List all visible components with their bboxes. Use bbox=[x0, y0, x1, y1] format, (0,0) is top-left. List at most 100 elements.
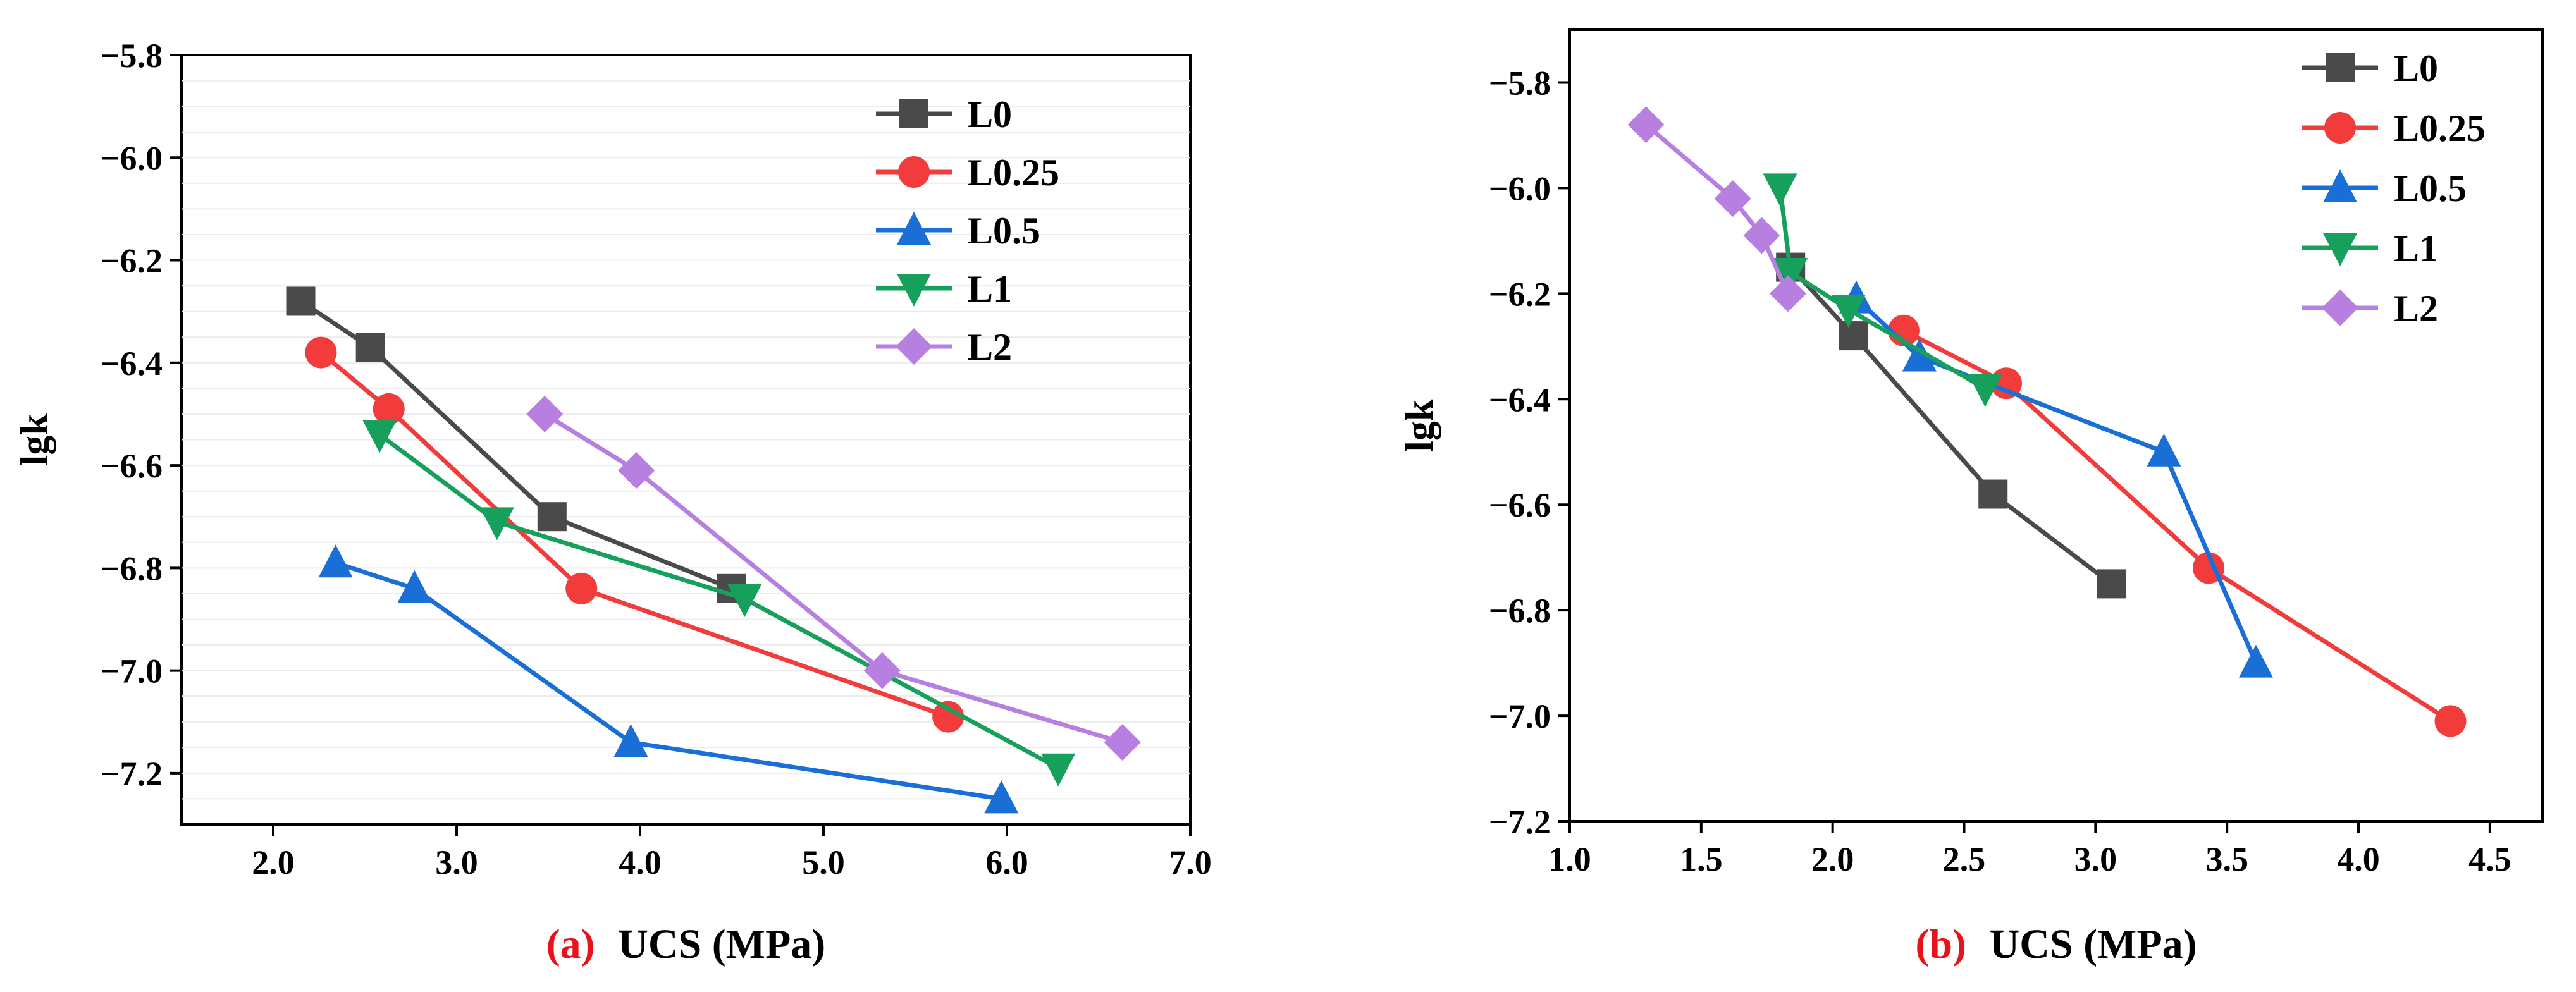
y-tick-label: −7.2 bbox=[101, 755, 163, 793]
series-l0-25 bbox=[305, 336, 964, 733]
x-axis-label-a: UCS (MPa) bbox=[618, 921, 825, 967]
series-l2 bbox=[526, 395, 1141, 761]
legend-item-l1: L1 bbox=[876, 268, 1012, 310]
data-point-l2 bbox=[618, 452, 655, 489]
series-line-l1 bbox=[1778, 187, 1987, 391]
legend-item-l0-5: L0.5 bbox=[2302, 168, 2467, 209]
legend-marker bbox=[2323, 169, 2357, 202]
data-point-l1 bbox=[1968, 374, 2002, 407]
x-tick-label: 5.0 bbox=[802, 843, 845, 881]
legend-item-l0-25: L0.25 bbox=[876, 152, 1059, 193]
legend-marker bbox=[2322, 290, 2358, 326]
x-tick-label: 3.0 bbox=[435, 843, 478, 881]
legend-marker bbox=[2324, 112, 2356, 144]
legend-label: L2 bbox=[2394, 288, 2438, 329]
series-line-l0 bbox=[1789, 266, 2113, 586]
data-point-l2 bbox=[1743, 217, 1780, 254]
legend-label: L0.25 bbox=[2394, 107, 2486, 149]
data-point-l0-5 bbox=[2238, 644, 2273, 678]
legend-label: L2 bbox=[968, 326, 1012, 368]
data-point-l0-25 bbox=[932, 701, 964, 733]
legend-label: L0 bbox=[2394, 47, 2438, 89]
data-point-l2 bbox=[1714, 180, 1751, 217]
data-point-l0-25 bbox=[565, 572, 598, 604]
x-tick-label: 6.0 bbox=[985, 843, 1028, 881]
data-point-l1 bbox=[1773, 257, 1808, 291]
series-group-a bbox=[286, 286, 1141, 814]
panel-letter-b: (b) bbox=[1915, 921, 1966, 967]
data-point-l0-5 bbox=[1902, 338, 1937, 372]
data-point-l1 bbox=[479, 507, 514, 541]
series-line-l0-25 bbox=[1902, 328, 2452, 723]
legend-marker bbox=[898, 156, 930, 188]
data-point-l2 bbox=[863, 652, 901, 689]
legend-label: L1 bbox=[968, 268, 1012, 310]
chart-panel-b: 1.0 1.5 2.0 2.5 3.0 3.5 4.0 4.5 −5.8 −6.0 −6.2 −6.… bbox=[1398, 28, 2544, 967]
y-tick-label: −7.2 bbox=[1489, 803, 1551, 841]
data-point-l0 bbox=[2097, 569, 2126, 599]
data-point-l0-5 bbox=[984, 780, 1019, 814]
x-tick-label: 2.0 bbox=[1811, 840, 1854, 878]
x-axis-ticks-b: 1.0 1.5 2.0 2.5 3.0 3.5 4.0 4.5 bbox=[1548, 821, 2511, 878]
legend-marker bbox=[2323, 233, 2357, 266]
x-tick-label: 4.5 bbox=[2468, 840, 2511, 878]
x-tick-label: 4.0 bbox=[2337, 840, 2380, 878]
chart-panel-a: 2.0 3.0 4.0 5.0 6.0 7.0 −5.8−6.0−6.2−6.4−6.6−… bbox=[13, 37, 1212, 967]
legend-item-l0: L0 bbox=[876, 94, 1012, 135]
plot-frame-b bbox=[1568, 28, 2544, 823]
data-point-l0-25 bbox=[2434, 705, 2467, 737]
legend-label: L0.5 bbox=[2394, 168, 2467, 209]
data-point-l1 bbox=[1763, 173, 1797, 207]
legend-label: L0 bbox=[968, 94, 1012, 135]
data-point-l2 bbox=[526, 395, 564, 432]
y-tick-label: −7.0 bbox=[101, 652, 163, 690]
series-group-b bbox=[1627, 106, 2467, 737]
legend-b: L0 L0.25 L0.5 L1 L2 bbox=[2302, 47, 2486, 329]
data-point-l0 bbox=[537, 502, 567, 532]
x-tick-label: 1.0 bbox=[1548, 840, 1591, 878]
data-point-l2 bbox=[1104, 724, 1141, 761]
legend-item-l0: L0 bbox=[2302, 47, 2438, 89]
data-point-l0-5 bbox=[2147, 433, 2181, 467]
data-point-l0 bbox=[355, 333, 385, 362]
x-axis-label-b: UCS (MPa) bbox=[1990, 921, 2197, 967]
y-axis-label-b: lgk bbox=[1398, 399, 1441, 451]
x-axis-ticks-a: 2.0 3.0 4.0 5.0 6.0 7.0 bbox=[252, 824, 1212, 881]
data-point-l0 bbox=[1978, 479, 2008, 509]
data-point-l1 bbox=[362, 420, 397, 453]
y-tick-label: −5.8 bbox=[101, 37, 163, 75]
x-tick-label: 2.0 bbox=[252, 843, 295, 881]
y-axis-ticks-b: −5.8 −6.0 −6.2 −6.4 −6.6 −6.8 −7.0 −7.2 bbox=[1489, 64, 1570, 841]
data-point-l0-25 bbox=[305, 336, 337, 369]
y-tick-label: −6.8 bbox=[101, 549, 163, 587]
data-point-l0-5 bbox=[318, 544, 353, 578]
y-tick-label: −6.6 bbox=[1489, 486, 1551, 524]
y-tick-label: −6.0 bbox=[1489, 169, 1551, 207]
y-tick-label: −6.4 bbox=[1489, 381, 1551, 419]
series-l0-5 bbox=[318, 544, 1019, 814]
x-tick-label: 7.0 bbox=[1169, 843, 1212, 881]
x-tick-label: 4.0 bbox=[619, 843, 662, 881]
x-tick-label: 3.0 bbox=[2074, 840, 2117, 878]
series-line-l0-5 bbox=[335, 560, 1002, 801]
series-l1 bbox=[1763, 173, 2002, 407]
series-line-l2 bbox=[1644, 123, 1790, 295]
data-point-l0-25 bbox=[373, 393, 405, 425]
y-tick-label: −6.4 bbox=[101, 345, 163, 383]
x-tick-label: 1.5 bbox=[1680, 840, 1723, 878]
y-axis-label-a: lgk bbox=[13, 413, 56, 466]
legend-label: L1 bbox=[2394, 228, 2438, 269]
x-axis-caption-a: (a) UCS (MPa) bbox=[546, 921, 826, 967]
legend-marker bbox=[897, 274, 931, 307]
y-tick-label: −6.0 bbox=[101, 139, 163, 177]
panel-letter-a: (a) bbox=[546, 921, 595, 967]
series-line-l2 bbox=[543, 412, 1123, 745]
series-line-l0 bbox=[299, 299, 733, 591]
x-tick-label: 3.5 bbox=[2205, 840, 2248, 878]
series-line-l0-5 bbox=[1854, 297, 2259, 664]
data-point-l0-5 bbox=[613, 724, 648, 757]
legend-label: L0.25 bbox=[968, 152, 1059, 193]
series-l0-25 bbox=[1887, 314, 2467, 737]
